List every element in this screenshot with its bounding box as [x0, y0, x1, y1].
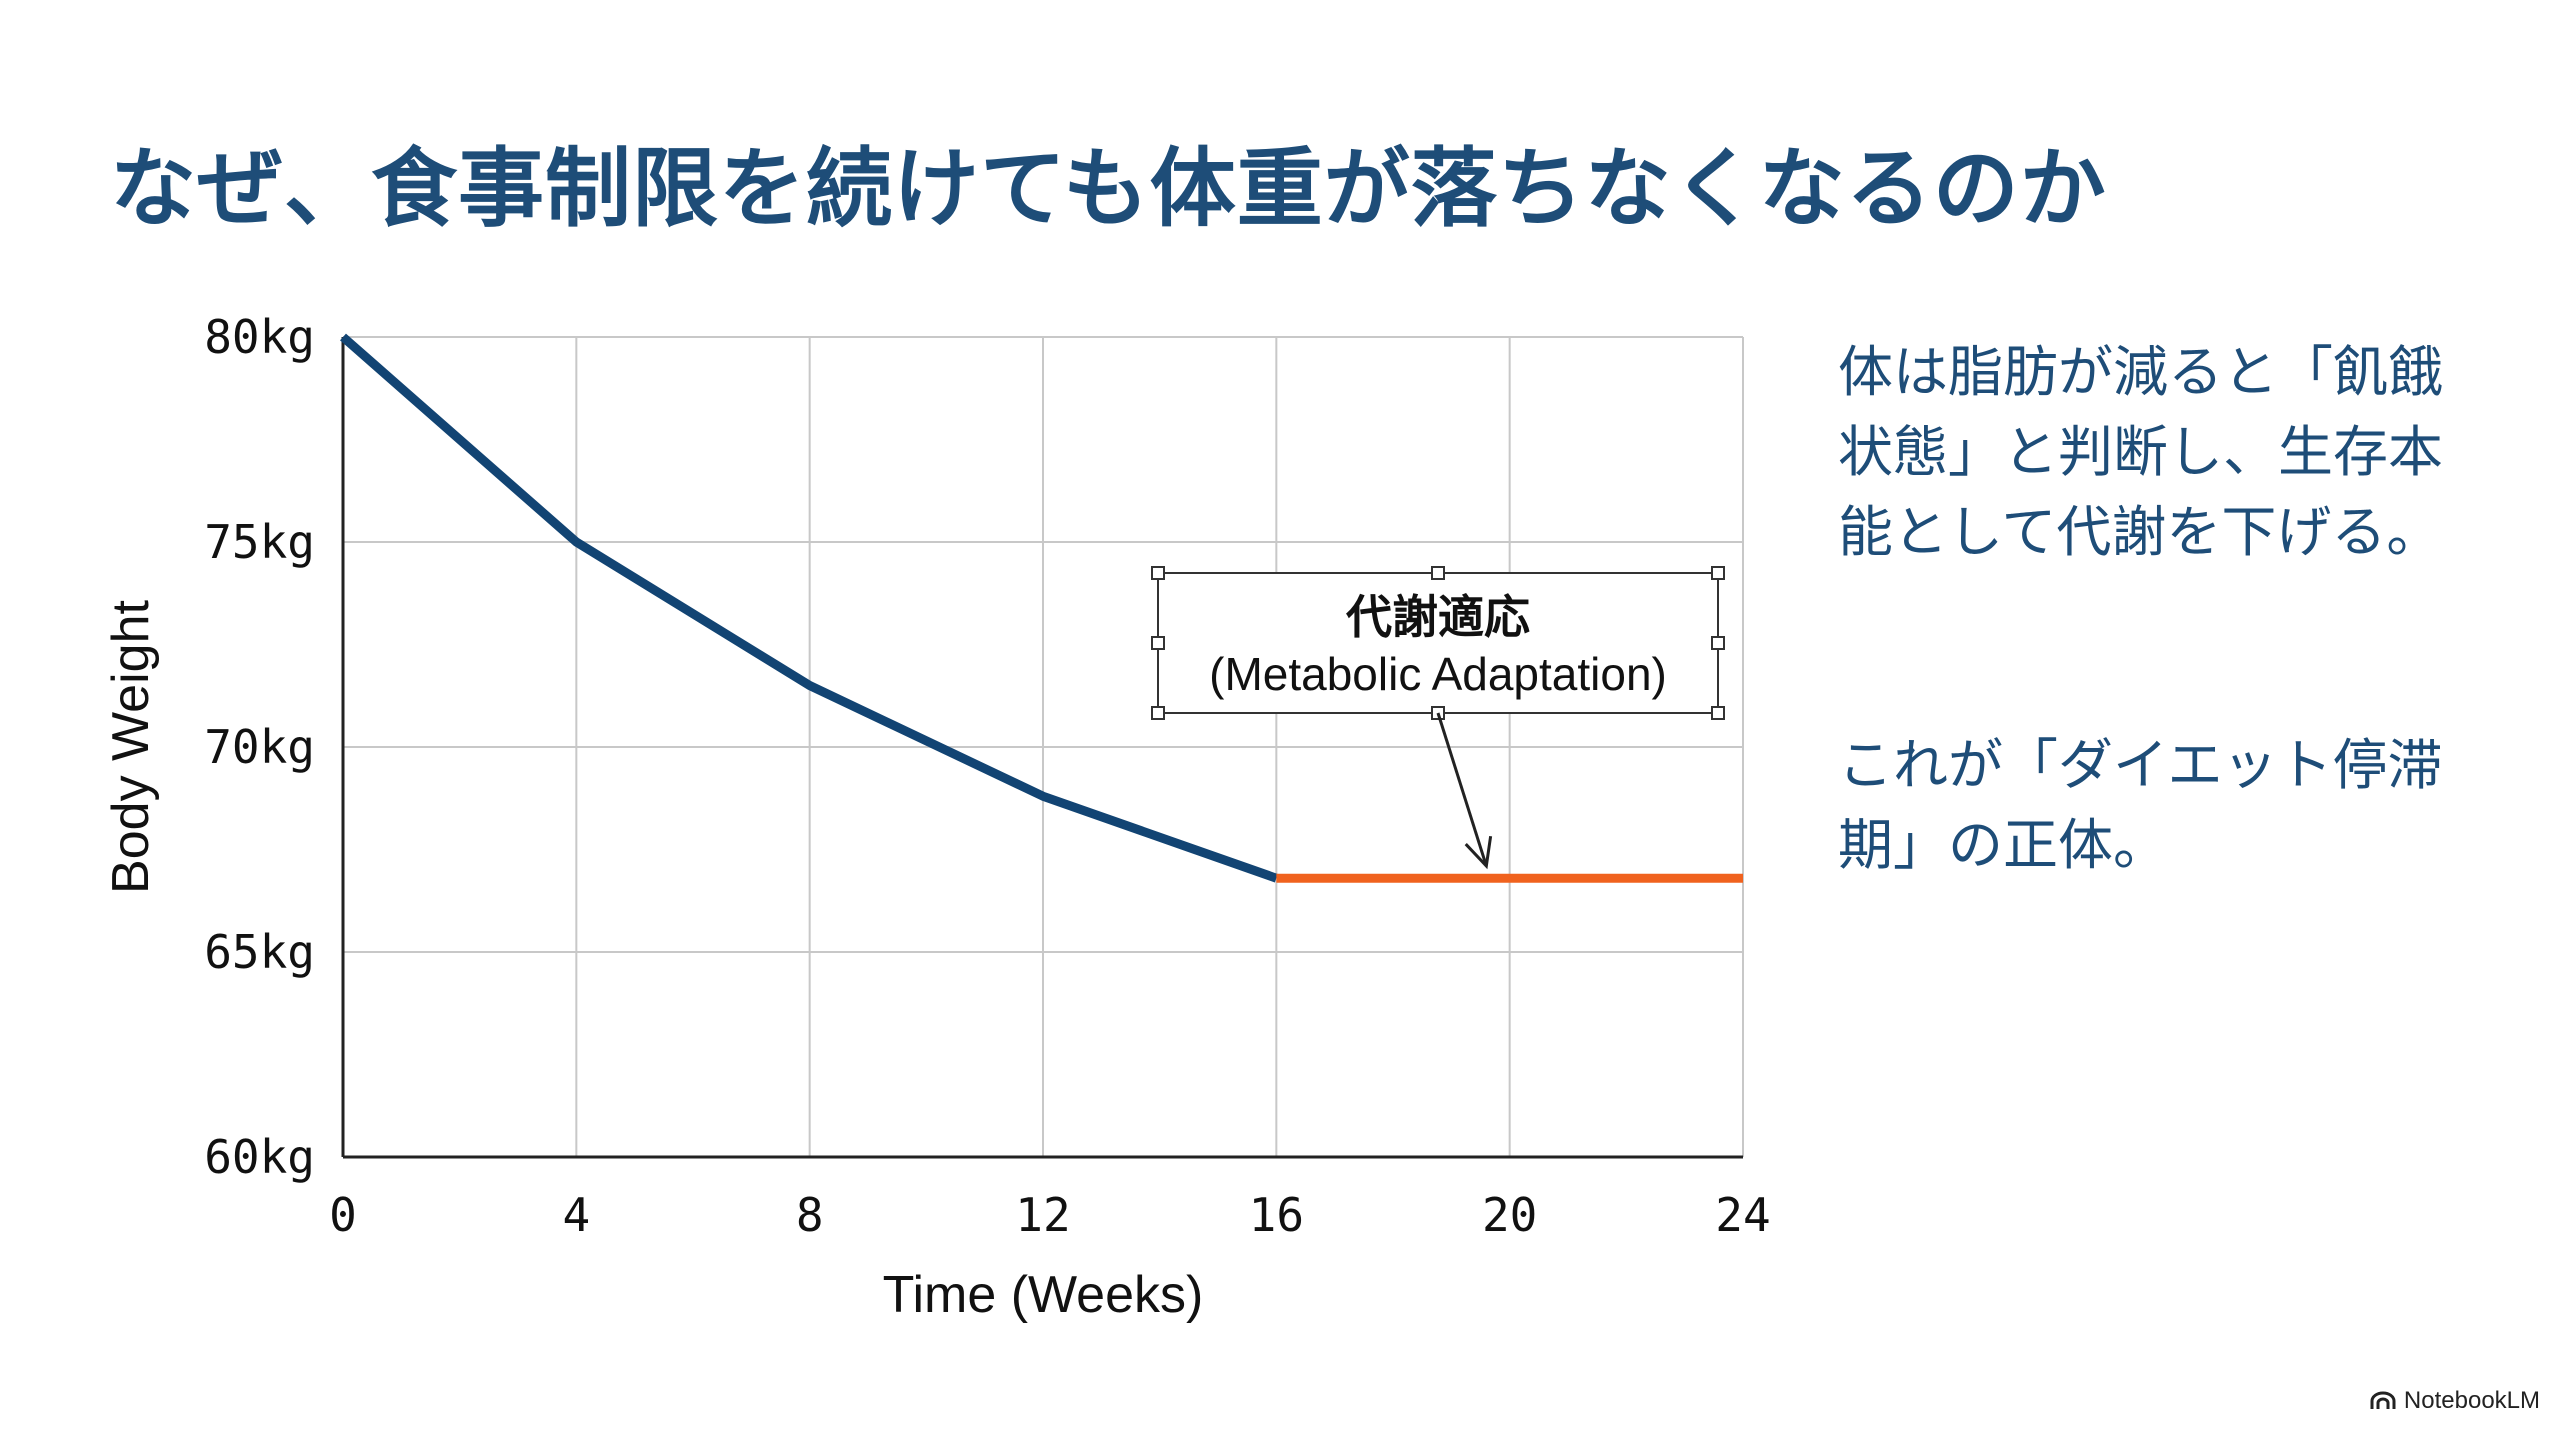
brand-label: NotebookLM	[2403, 1387, 2540, 1414]
x-tick-label: 8	[796, 1188, 824, 1242]
annotation-arrow	[1436, 712, 1493, 870]
metabolic-adaptation-annotation: 代謝適応 (Metabolic Adaptation)	[1151, 566, 1725, 870]
side-line: 期」の正体。	[1838, 813, 2169, 877]
selection-handle	[1151, 636, 1165, 650]
y-tick-label: 80kg	[204, 310, 315, 364]
y-axis-title: Body Weight	[102, 600, 160, 894]
annotation-title: 代謝適応	[1345, 590, 1530, 644]
selection-handle	[1431, 566, 1445, 580]
y-tick-label: 60kg	[204, 1130, 315, 1184]
y-tick-label: 65kg	[204, 925, 315, 979]
side-line: 体は脂肪が減ると「飢餓	[1838, 340, 2444, 404]
side-explanation-2: これが「ダイエット停滞 期」の正体。	[1838, 725, 2478, 885]
x-tick-label: 24	[1715, 1188, 1770, 1242]
slide-title: なぜ、食事制限を続けても体重が落ちなくなるのか	[110, 139, 2107, 239]
side-explanation-1: 体は脂肪が減ると「飢餓 状態」と判断し、生存本 能として代謝を下げる。	[1838, 332, 2478, 572]
x-axis-title: Time (Weeks)	[883, 1266, 1204, 1324]
arrow-shaft	[1436, 712, 1488, 867]
chart-tick-labels: 0 4 8 12 16 20 24 60kg 65kg 70kg 75kg 80kg	[204, 310, 1770, 1242]
x-tick-label: 0	[329, 1188, 357, 1242]
notebooklm-logo-icon	[2370, 1391, 2396, 1409]
arrow-head	[1464, 835, 1493, 870]
chart-axes	[341, 337, 1743, 1159]
annotation-selection-handles	[1151, 566, 1725, 720]
selection-handle	[1151, 566, 1165, 580]
chart-series	[340, 333, 1743, 883]
y-tick-label: 75kg	[204, 515, 315, 569]
selection-handle	[1711, 636, 1725, 650]
side-line: 能として代謝を下げる。	[1838, 500, 2442, 564]
side-line: これが「ダイエット停滞	[1838, 733, 2443, 797]
annotation-subtitle: (Metabolic Adaptation)	[1209, 648, 1667, 700]
x-tick-label: 12	[1015, 1188, 1070, 1242]
brand-watermark: NotebookLM	[2370, 1387, 2540, 1415]
selection-handle	[1711, 706, 1725, 720]
y-tick-label: 70kg	[204, 720, 315, 774]
x-tick-label: 16	[1249, 1188, 1304, 1242]
side-line: 状態」と判断し、生存本	[1838, 420, 2444, 484]
series-line-weight-loss	[340, 333, 1278, 883]
x-tick-label: 20	[1482, 1188, 1537, 1242]
chart-grid	[342, 336, 1744, 1158]
x-tick-label: 4	[562, 1188, 590, 1242]
selection-handle	[1151, 706, 1165, 720]
selection-handle	[1711, 566, 1725, 580]
